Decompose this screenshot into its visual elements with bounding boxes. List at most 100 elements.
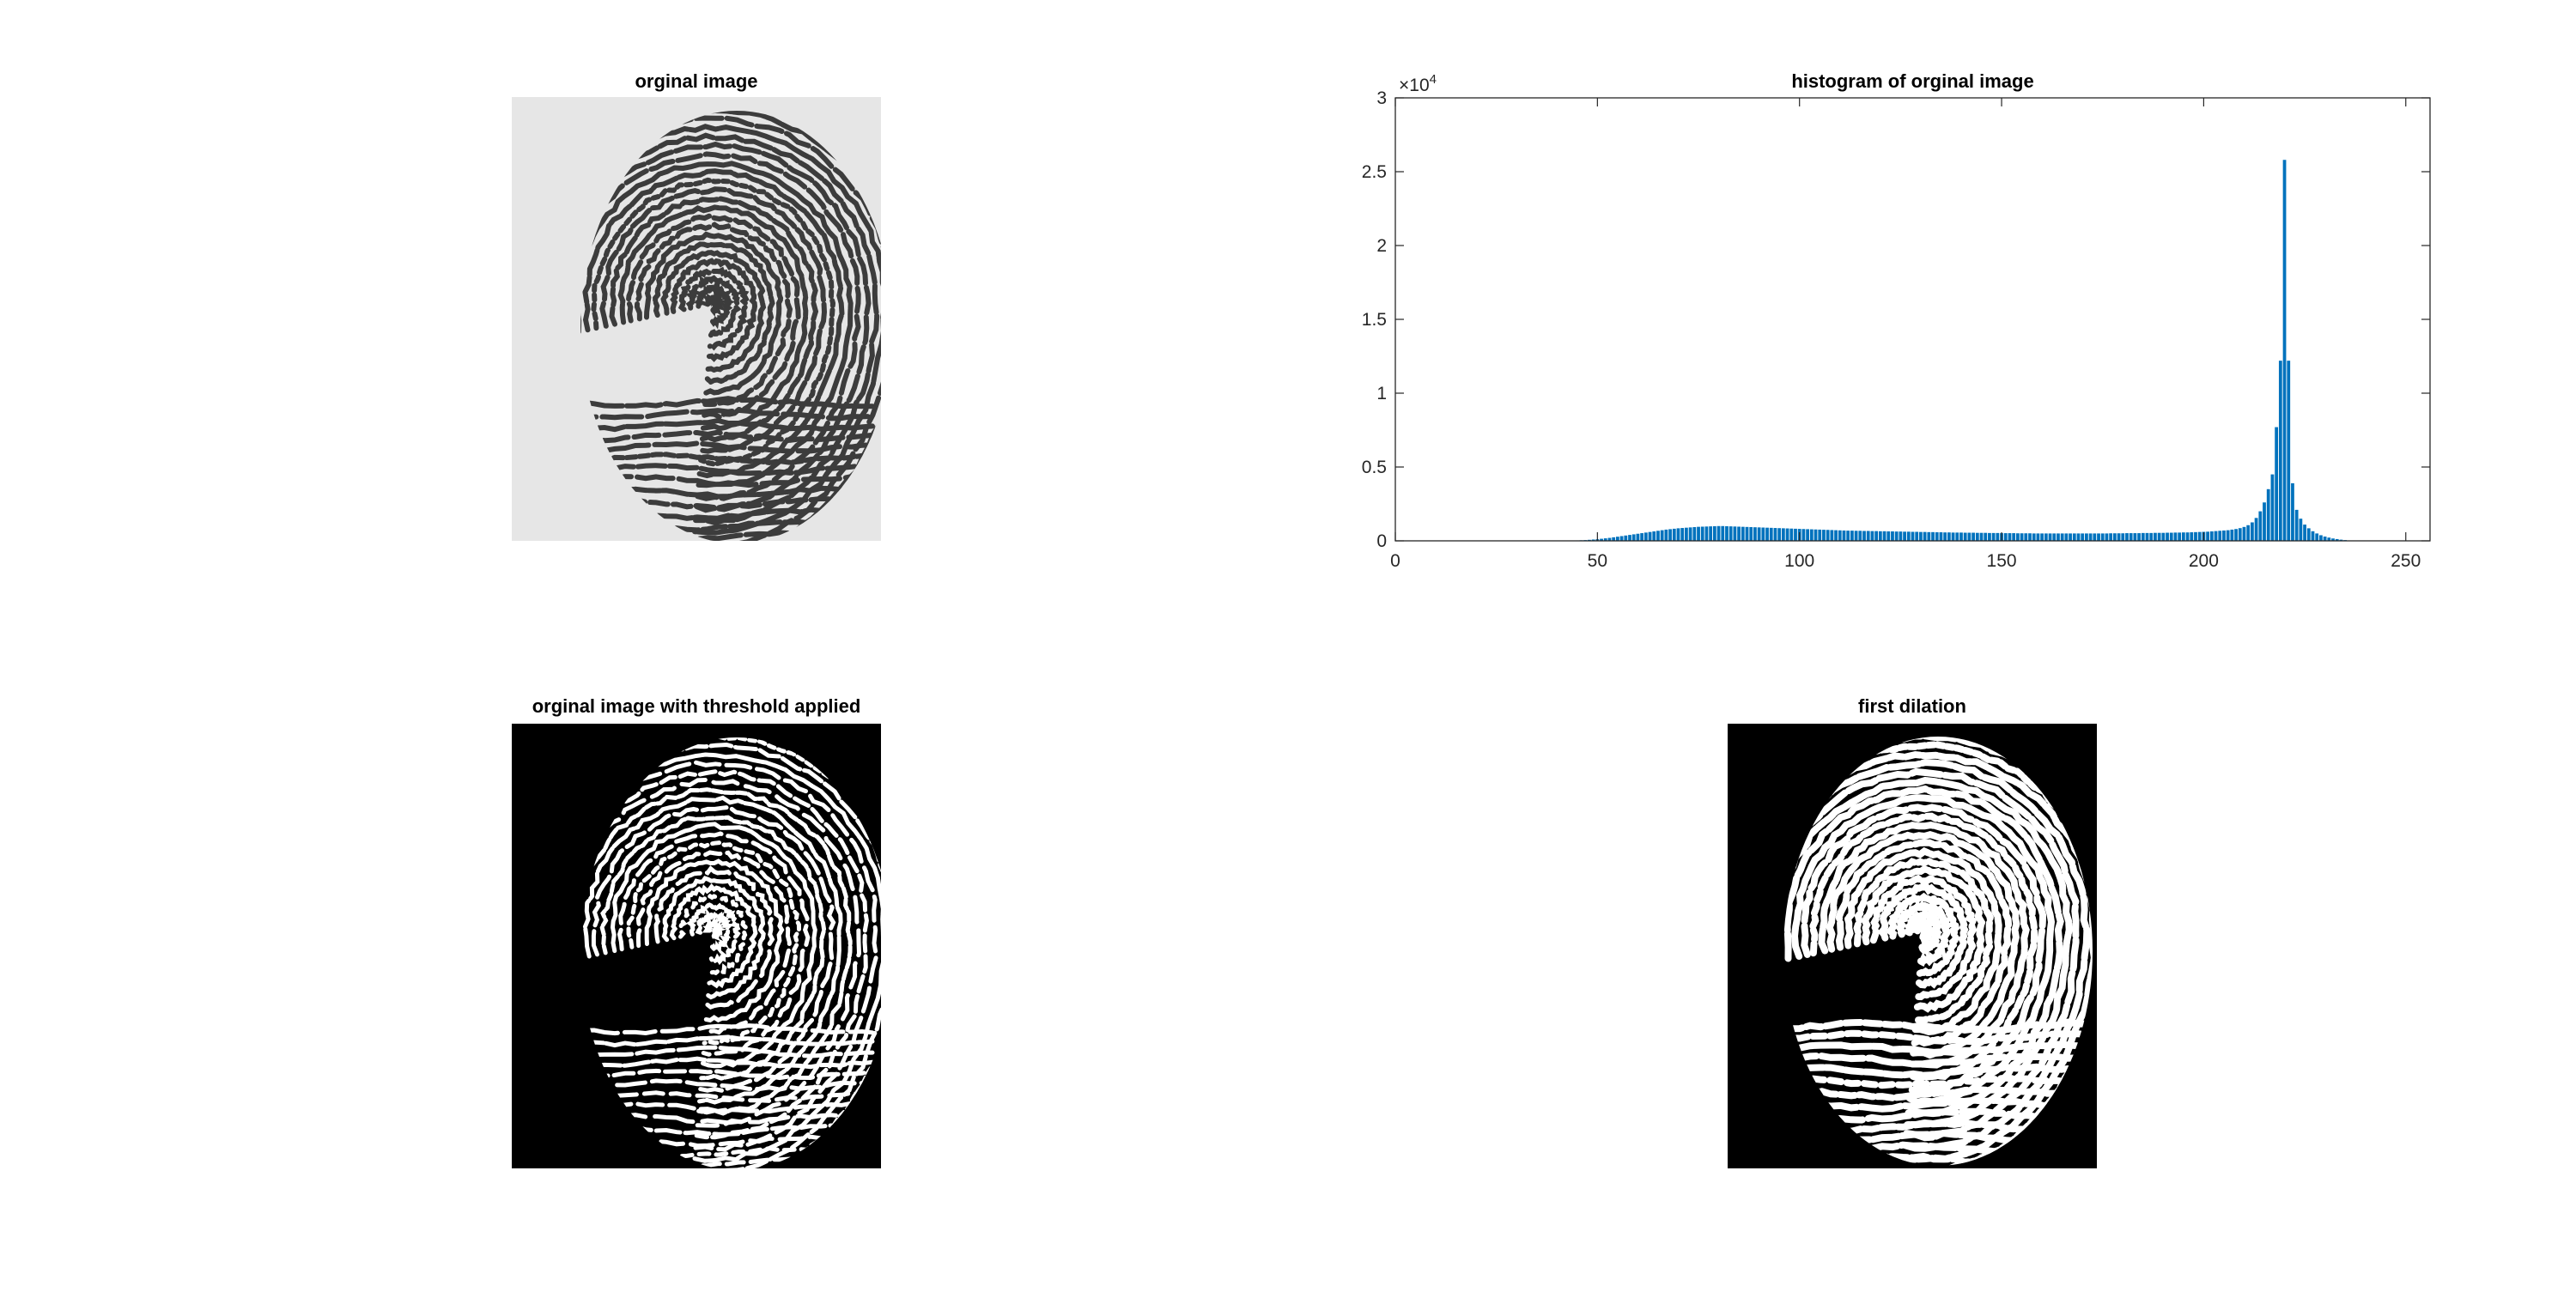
original-image-title: orginal image [635,70,758,92]
x-tick-label: 100 [1784,551,1814,571]
y-tick-label: 1.5 [1362,310,1387,330]
histogram-bar [2185,532,2190,541]
y-tick-label: 2.5 [1362,162,1387,182]
panel-threshold-image: orginal image with threshold applied [512,694,881,1168]
x-tick-label: 150 [1987,551,2017,571]
histogram-bar [1656,531,1660,541]
histogram-bar [1700,526,1704,541]
histogram-bar [2282,160,2287,541]
histogram-bar [2209,531,2214,541]
histogram-bar [2263,502,2266,541]
histogram-bar [2064,533,2069,541]
histogram-bar [1781,528,1785,541]
histogram-bar [2206,531,2209,541]
histogram-bar [1874,531,1879,541]
histogram-bar [1716,525,1721,541]
histogram-bar [2327,537,2331,541]
histogram-bar [2088,533,2093,541]
histogram-bar [1676,528,1680,541]
histogram-bar [1741,526,1745,541]
histogram-bar [1814,529,1818,541]
histogram-bar [1721,525,1725,541]
histogram-bar [2032,533,2036,541]
histogram-bar [1939,532,1943,541]
histogram-bar [2016,533,2020,541]
histogram-bar [1757,527,1761,541]
panel-first-dilation: first dilation [1728,694,2097,1168]
histogram-bar [2339,539,2343,541]
histogram-bar [2278,361,2282,541]
histogram-bar [2052,533,2057,541]
histogram-bar [1878,531,1882,541]
histogram-bar [1826,530,1830,541]
histogram-bar [2020,533,2024,541]
histogram-bar [2254,518,2258,541]
histogram-bar [1631,534,1636,541]
histogram-bar [2093,533,2097,541]
threshold-fingerprint-image [512,724,881,1168]
histogram-bar [1688,527,1692,541]
histogram-bar [1967,532,1971,541]
histogram-bar [2306,528,2311,541]
histogram-bar [1959,532,1963,541]
histogram-bar [2069,533,2072,541]
histogram-bar [1761,527,1765,541]
histogram-bar [1975,532,1979,541]
histogram-bar [1822,530,1826,541]
histogram-bar [1894,531,1899,541]
histogram-bar [1619,536,1624,541]
y-tick-label: 0.5 [1362,458,1387,477]
histogram-bar [1858,531,1862,541]
histogram-bar [1607,537,1612,541]
histogram-bar [2040,533,2044,541]
histogram-bar [2266,488,2270,541]
histogram-bars [1575,160,2348,541]
original-fingerprint-image [512,97,881,541]
x-tick-label: 250 [2391,551,2421,571]
histogram-bar [1672,528,1676,541]
histogram-bar [2072,533,2076,541]
histogram-bar [1765,527,1769,541]
histogram-bar [1624,535,1628,541]
histogram-bar [2294,509,2299,541]
histogram-bar [2287,361,2291,541]
histogram-bar [2125,533,2129,541]
histogram-bar [2178,532,2182,541]
histogram-bar [2097,533,2100,541]
histogram-bar [1685,527,1688,541]
histogram-bar [1891,531,1894,541]
histogram-bar [2129,533,2133,541]
x-tick-label: 200 [2189,551,2219,571]
histogram-bar [2149,532,2154,541]
histogram-bar [1652,531,1656,541]
histogram-bar [1818,529,1822,541]
histogram-bar [2048,533,2052,541]
histogram-bar [1991,532,1996,541]
threshold-image-title: orginal image with threshold applied [532,695,861,717]
histogram-bar [1628,535,1631,541]
histogram-bar [2218,531,2222,541]
histogram-bar [2117,533,2121,541]
histogram-bar [1660,530,1664,541]
histogram-bar [1931,531,1935,541]
histogram-bar [1850,531,1854,541]
histogram-bar [2194,531,2197,541]
histogram-bar [1838,530,1842,541]
histogram-bar [1854,531,1858,541]
histogram-bar [2012,533,2016,541]
histogram-bar [1692,527,1697,541]
histogram-bar [2105,533,2109,541]
histogram-bar [1870,531,1874,541]
histogram-bar [1919,531,1923,541]
histogram-bar [1773,528,1777,541]
histogram-bar [2190,532,2194,541]
histogram-bar [2275,427,2279,541]
histogram-bar [2057,533,2060,541]
histogram-bar [2331,538,2335,541]
histogram-bar [1745,526,1749,541]
histogram-bar [1996,532,2000,541]
histogram-bar [1971,532,1975,541]
histogram-bar [2242,526,2246,541]
histogram-bar [2145,532,2149,541]
histogram-bar [1886,531,1891,541]
